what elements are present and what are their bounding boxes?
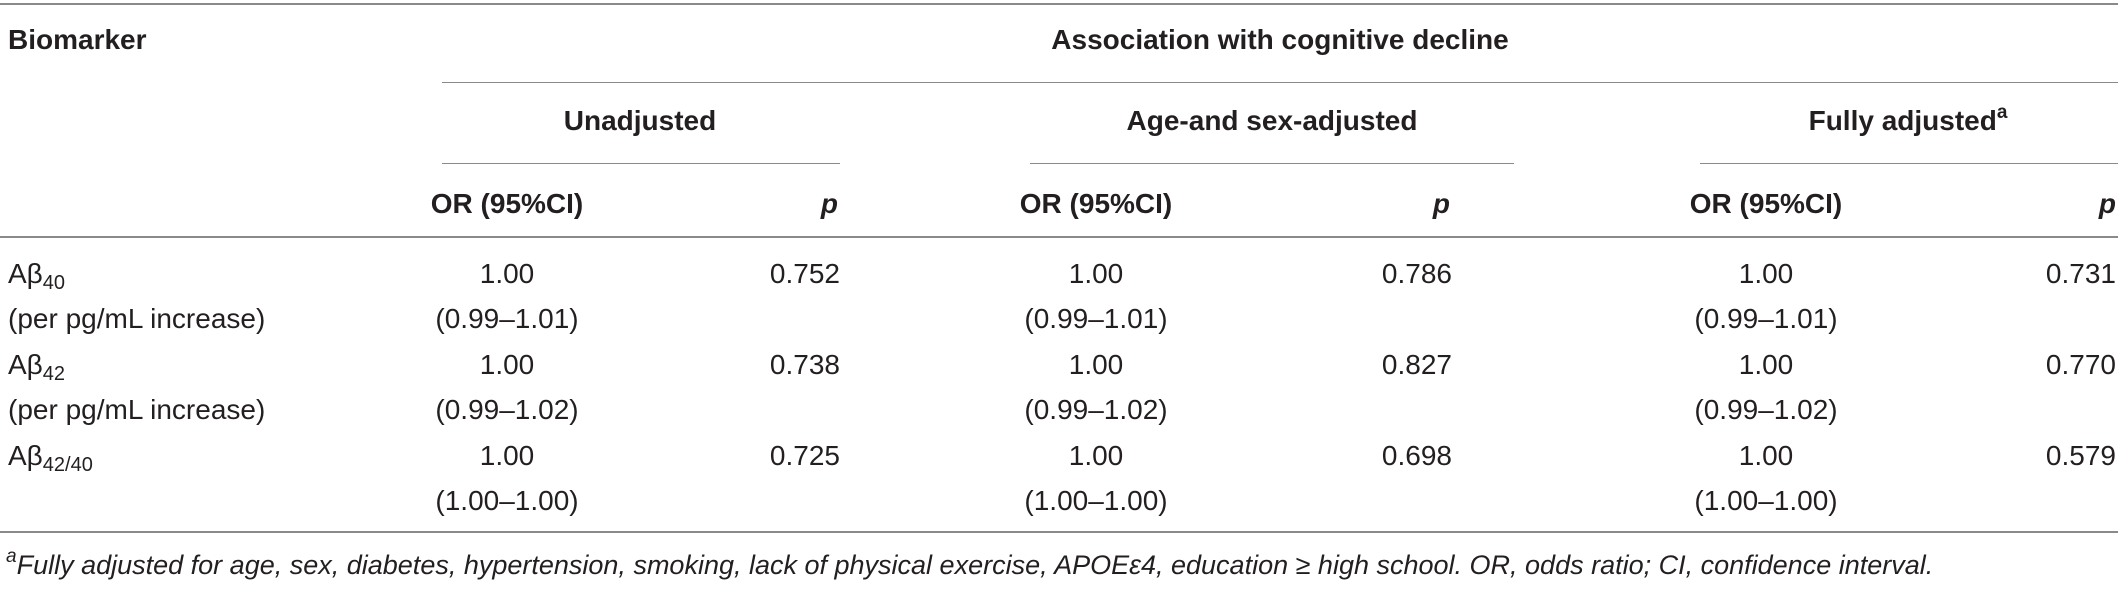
ci-value: (0.99–1.02) [1024, 394, 1168, 425]
p-header: p [2099, 188, 2116, 220]
ci-value: (1.00–1.00) [1694, 485, 1838, 516]
ci-value: (0.99–1.02) [1694, 394, 1838, 425]
group-sup: a [1996, 102, 2008, 123]
or-value: 1.00 [479, 258, 535, 289]
or-value: 1.00 [1068, 349, 1124, 380]
group-header-fully-adjusted: Fully adjusteda [1808, 102, 2008, 137]
p-value: 0.738 [769, 349, 840, 380]
biomarker-header: Biomarker [8, 24, 147, 55]
biomarker-label: Aβ [8, 349, 43, 380]
group-label: Age-and sex-adjusted [1126, 105, 1418, 136]
biomarker-subscript: 42/40 [42, 454, 93, 476]
biomarker-name: Aβ40 [8, 258, 65, 293]
table-top-rule [0, 3, 2118, 5]
table-bottom-rule [0, 531, 2118, 533]
ci-value: (0.99–1.02) [435, 394, 579, 425]
or-header: OR (95%CI) [1019, 188, 1173, 219]
group-header-age-sex: Age-and sex-adjusted [1127, 105, 1418, 137]
or-value: 1.00 [479, 349, 535, 380]
group-header-unadjusted: Unadjusted [564, 105, 716, 137]
p-value: 0.786 [1381, 258, 1452, 289]
biomarker-name: Aβ42 [8, 349, 65, 384]
p-value: 0.698 [1381, 440, 1452, 471]
or-value: 1.00 [479, 440, 535, 471]
ci-value: (0.99–1.01) [435, 303, 579, 334]
header-bottom-rule [0, 236, 2118, 238]
ci-value: (1.00–1.00) [435, 485, 579, 516]
or-header: OR (95%CI) [430, 188, 584, 219]
biomarker-label: Aβ [8, 440, 43, 471]
p-label: p [1432, 188, 1450, 219]
p-value: 0.770 [2045, 349, 2116, 380]
footnote-text: Fully adjusted for age, sex, diabetes, h… [16, 550, 1934, 580]
biomarker-name: Aβ42/40 [8, 440, 93, 475]
p-label: p [2098, 188, 2116, 219]
or-header: OR (95%CI) [1689, 188, 1843, 219]
biomarker-label: Aβ [8, 258, 43, 289]
association-header: Association with cognitive decline [1051, 24, 1509, 55]
or-value: 1.00 [1738, 258, 1794, 289]
association-rule [442, 82, 2118, 83]
ci-value: (0.99–1.01) [1694, 303, 1838, 334]
fully-adjusted-rule [1700, 163, 2118, 164]
p-value: 0.731 [2045, 258, 2116, 289]
footnote-marker: a [6, 546, 17, 567]
ci-value: (1.00–1.00) [1024, 485, 1168, 516]
biomarker-unit: (per pg/mL increase) [8, 394, 266, 425]
group-label: Unadjusted [563, 105, 717, 136]
biomarker-subscript: 40 [42, 272, 66, 294]
unadjusted-rule [442, 163, 840, 164]
p-header: p [821, 188, 838, 220]
or-value: 1.00 [1068, 440, 1124, 471]
p-header: p [1433, 188, 1450, 220]
biomarker-unit: (per pg/mL increase) [8, 303, 266, 334]
biomarker-subscript: 42 [42, 363, 66, 385]
ci-value: (0.99–1.01) [1024, 303, 1168, 334]
p-label: p [820, 188, 838, 219]
p-value: 0.827 [1381, 349, 1452, 380]
or-value: 1.00 [1738, 349, 1794, 380]
p-value: 0.752 [769, 258, 840, 289]
p-value: 0.725 [769, 440, 840, 471]
age-sex-rule [1030, 163, 1514, 164]
group-label: Fully adjusted [1808, 105, 1997, 136]
or-value: 1.00 [1068, 258, 1124, 289]
table-footnote: aFully adjusted for age, sex, diabetes, … [6, 547, 1934, 581]
p-value: 0.579 [2045, 440, 2116, 471]
or-value: 1.00 [1738, 440, 1794, 471]
